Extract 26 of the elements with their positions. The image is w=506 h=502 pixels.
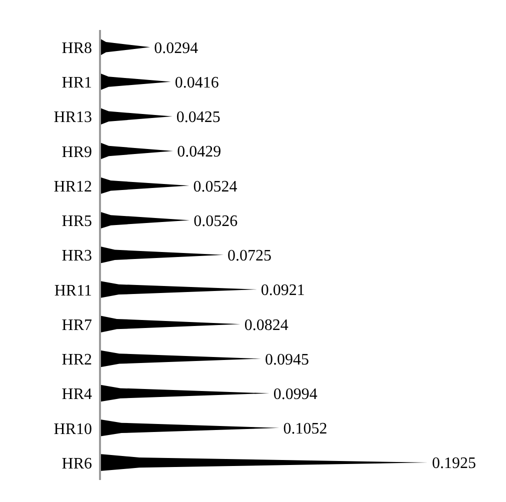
y-tick-label: HR4 (62, 386, 92, 404)
data-label: 0.1925 (432, 455, 476, 472)
y-tick-label: HR11 (54, 282, 92, 300)
y-tick-label: HR12 (54, 178, 92, 196)
data-label: 0.0429 (177, 144, 222, 161)
y-tick-label: HR7 (62, 316, 92, 334)
data-label: 0.0526 (194, 212, 238, 230)
y-tick-label: HR10 (54, 420, 92, 438)
data-label: 0.0824 (244, 316, 288, 334)
y-tick-label: HR13 (54, 109, 92, 126)
data-label: 0.0921 (260, 282, 305, 300)
data-label: 0.0294 (154, 40, 198, 57)
data-label: 0.0945 (265, 351, 310, 368)
data-label: 0.1052 (283, 420, 328, 438)
y-tick-label: HR5 (62, 213, 92, 230)
data-label: 0.0725 (228, 248, 272, 265)
data-label: 0.0994 (273, 386, 318, 403)
y-tick-label: HR6 (62, 455, 92, 472)
y-tick-label: HR9 (62, 144, 92, 161)
data-label: 0.0425 (176, 109, 220, 126)
data-label: 0.0524 (193, 178, 238, 196)
y-tick-label: HR1 (62, 74, 92, 92)
y-tick-label: HR8 (62, 40, 92, 57)
y-tick-label: HR3 (62, 248, 92, 265)
data-label: 0.0416 (174, 74, 219, 92)
y-tick-label: HR2 (62, 352, 92, 369)
